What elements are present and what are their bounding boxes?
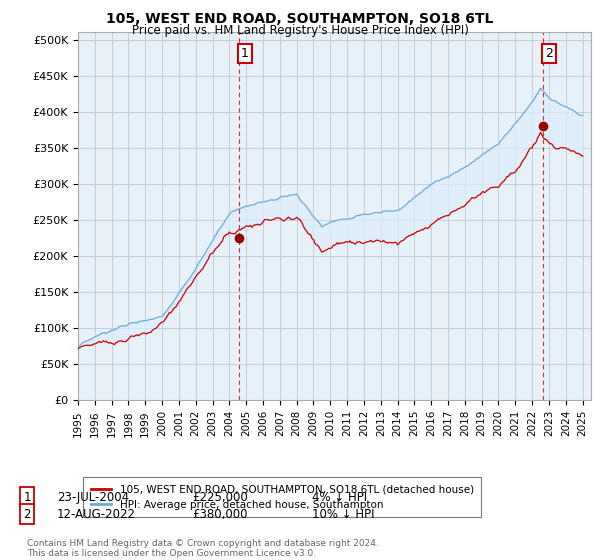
Text: Price paid vs. HM Land Registry's House Price Index (HPI): Price paid vs. HM Land Registry's House … (131, 24, 469, 36)
Text: £380,000: £380,000 (192, 507, 248, 521)
Text: 2: 2 (23, 507, 31, 521)
Text: 1: 1 (23, 491, 31, 504)
Text: 105, WEST END ROAD, SOUTHAMPTON, SO18 6TL: 105, WEST END ROAD, SOUTHAMPTON, SO18 6T… (106, 12, 494, 26)
Text: Contains HM Land Registry data © Crown copyright and database right 2024.
This d: Contains HM Land Registry data © Crown c… (27, 539, 379, 558)
Text: 2: 2 (545, 47, 553, 60)
Text: 12-AUG-2022: 12-AUG-2022 (57, 507, 136, 521)
Legend: 105, WEST END ROAD, SOUTHAMPTON, SO18 6TL (detached house), HPI: Average price, : 105, WEST END ROAD, SOUTHAMPTON, SO18 6T… (83, 477, 481, 517)
Text: £225,000: £225,000 (192, 491, 248, 504)
Text: 4% ↓ HPI: 4% ↓ HPI (312, 491, 367, 504)
Text: 1: 1 (241, 47, 249, 60)
Text: 23-JUL-2004: 23-JUL-2004 (57, 491, 129, 504)
Text: 10% ↓ HPI: 10% ↓ HPI (312, 507, 374, 521)
